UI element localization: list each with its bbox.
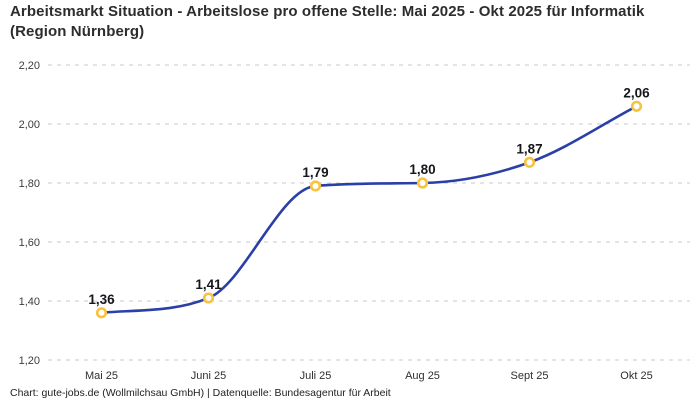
data-point-value-label: 2,06	[623, 85, 650, 100]
x-axis-category-label: Okt 25	[620, 370, 652, 382]
data-point-value-label: 1,80	[409, 162, 435, 177]
x-axis-category-label: Juni 25	[191, 370, 226, 382]
y-axis-tick-label: 1,80	[19, 178, 40, 190]
data-point-marker[interactable]	[309, 180, 322, 192]
y-axis-tick-label: 2,20	[19, 60, 40, 72]
data-point-marker[interactable]	[523, 156, 536, 168]
y-axis-tick-label: 1,40	[19, 296, 40, 308]
x-axis-category-label: Sept 25	[511, 370, 549, 382]
data-point-marker[interactable]	[202, 292, 215, 304]
data-point-value-label: 1,87	[516, 141, 542, 156]
data-point-marker[interactable]	[416, 177, 429, 189]
chart-title: Arbeitsmarkt Situation - Arbeitslose pro…	[10, 3, 645, 40]
x-axis-category-label: Juli 25	[300, 370, 332, 382]
data-series-line	[100, 105, 638, 315]
y-axis-tick-label: 2,00	[19, 119, 40, 131]
data-point-value-label: 1,41	[195, 277, 222, 292]
data-point-marker[interactable]	[95, 307, 108, 319]
data-point-value-label: 1,36	[88, 292, 115, 307]
y-axis-tick-label: 1,60	[19, 237, 40, 249]
x-axis-category-label: Aug 25	[405, 370, 440, 382]
data-point-value-label: 1,79	[302, 165, 328, 180]
x-axis-category-label: Mai 25	[85, 370, 118, 382]
data-point-marker[interactable]	[630, 100, 643, 112]
chart-source-credit: Chart: gute-jobs.de (Wollmilchsau GmbH) …	[10, 387, 391, 399]
y-axis-tick-label: 1,20	[19, 355, 40, 367]
